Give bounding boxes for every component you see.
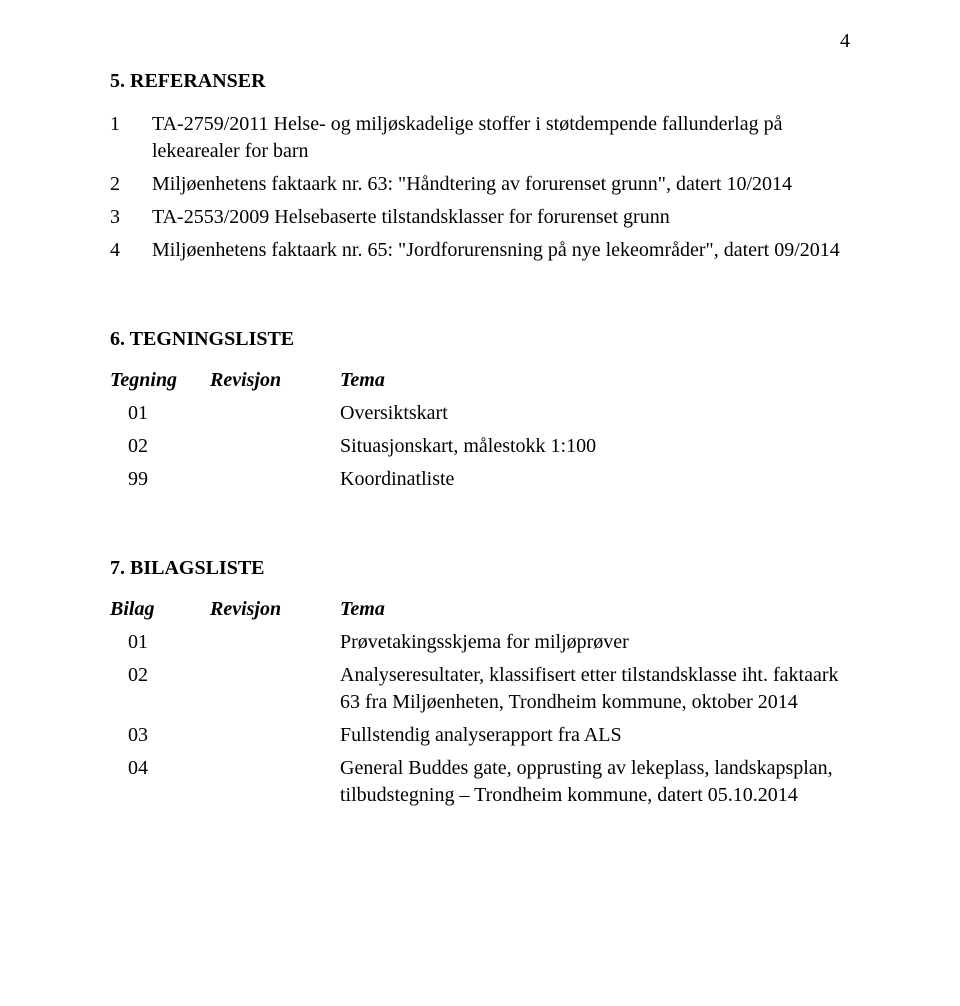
tegning-tema: Situasjonskart, målestokk 1:100	[340, 433, 850, 460]
reference-text: TA-2553/2009 Helsebaserte tilstandsklass…	[152, 204, 850, 231]
bilag-tema: Prøvetakingsskjema for miljøprøver	[340, 629, 850, 656]
column-header-revisjon: Revisjon	[210, 369, 340, 392]
page-number: 4	[840, 30, 850, 53]
bilag-number: 02	[110, 662, 210, 716]
tegningsliste-header: Tegning Revisjon Tema	[110, 369, 850, 392]
bilag-revisjon	[210, 755, 340, 809]
bilagsliste-row: 03 Fullstendig analyserapport fra ALS	[110, 722, 850, 749]
bilag-tema: Analyseresultater, klassifisert etter ti…	[340, 662, 850, 716]
reference-item: 1 TA-2759/2011 Helse- og miljøskadelige …	[110, 111, 850, 165]
bilag-number: 01	[110, 629, 210, 656]
document-page: 4 5. REFERANSER 1 TA-2759/2011 Helse- og…	[0, 0, 960, 1006]
reference-text: Miljøenhetens faktaark nr. 65: "Jordforu…	[152, 237, 850, 264]
reference-number: 2	[110, 171, 152, 198]
reference-number: 1	[110, 111, 152, 138]
column-header-tema: Tema	[340, 598, 850, 621]
tegningsliste-row: 02 Situasjonskart, målestokk 1:100	[110, 433, 850, 460]
reference-number: 4	[110, 237, 152, 264]
tegning-number: 01	[110, 400, 210, 427]
bilag-number: 04	[110, 755, 210, 809]
tegning-revisjon	[210, 466, 340, 493]
bilag-revisjon	[210, 662, 340, 716]
bilag-tema: General Buddes gate, opprusting av lekep…	[340, 755, 850, 809]
column-header-tema: Tema	[340, 369, 850, 392]
bilag-revisjon	[210, 629, 340, 656]
bilag-number: 03	[110, 722, 210, 749]
reference-text: Miljøenhetens faktaark nr. 63: "Håndteri…	[152, 171, 850, 198]
section-heading-tegningsliste: 6. TEGNINGSLISTE	[110, 328, 850, 351]
column-header-revisjon: Revisjon	[210, 598, 340, 621]
tegning-tema: Oversiktskart	[340, 400, 850, 427]
tegning-number: 99	[110, 466, 210, 493]
spacer	[110, 270, 850, 298]
reference-item: 2 Miljøenhetens faktaark nr. 63: "Håndte…	[110, 171, 850, 198]
tegning-tema: Koordinatliste	[340, 466, 850, 493]
tegningsliste-row: 99 Koordinatliste	[110, 466, 850, 493]
bilagsliste-row: 01 Prøvetakingsskjema for miljøprøver	[110, 629, 850, 656]
reference-text: TA-2759/2011 Helse- og miljøskadelige st…	[152, 111, 850, 165]
bilagsliste-row: 04 General Buddes gate, opprusting av le…	[110, 755, 850, 809]
tegning-revisjon	[210, 433, 340, 460]
reference-item: 3 TA-2553/2009 Helsebaserte tilstandskla…	[110, 204, 850, 231]
section-heading-referanser: 5. REFERANSER	[110, 70, 850, 93]
bilag-revisjon	[210, 722, 340, 749]
section-heading-bilagsliste: 7. BILAGSLISTE	[110, 557, 850, 580]
bilag-tema: Fullstendig analyserapport fra ALS	[340, 722, 850, 749]
reference-number: 3	[110, 204, 152, 231]
tegning-revisjon	[210, 400, 340, 427]
bilagsliste-row: 02 Analyseresultater, klassifisert etter…	[110, 662, 850, 716]
tegning-number: 02	[110, 433, 210, 460]
tegningsliste-row: 01 Oversiktskart	[110, 400, 850, 427]
bilagsliste-header: Bilag Revisjon Tema	[110, 598, 850, 621]
spacer	[110, 499, 850, 527]
reference-item: 4 Miljøenhetens faktaark nr. 65: "Jordfo…	[110, 237, 850, 264]
column-header-tegning: Tegning	[110, 369, 210, 392]
column-header-bilag: Bilag	[110, 598, 210, 621]
